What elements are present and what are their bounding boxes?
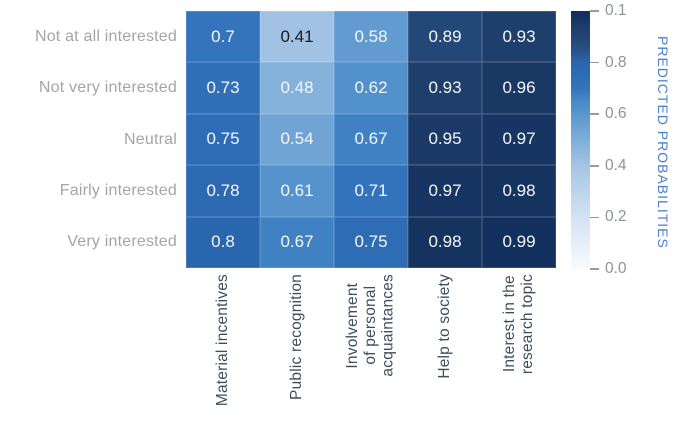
colorbar-tick-mark	[590, 10, 599, 12]
colorbar-tick-mark	[590, 113, 599, 115]
colorbar-tick-mark	[590, 61, 599, 64]
column-label: Material incentives	[214, 274, 232, 407]
column-labels: Material incentives Public recognition Inv…	[186, 274, 556, 440]
heatmap-cell: 0.61	[260, 165, 334, 217]
colorbar-tick-label: 0.2	[605, 208, 627, 226]
heatmap-cell: 0.67	[334, 113, 408, 166]
column-label-cell: Public recognition	[260, 274, 334, 440]
heatmap-grid: 0.7 0.41 0.58 0.89 0.93 0.73 0.48 0.62 0.93 0.96 0…	[186, 11, 556, 268]
colorbar-wrap: 0.1 0.8 0.6 0.4 0.2 0.0	[571, 2, 627, 277]
row-label: Very interested	[67, 233, 177, 251]
heatmap-cell: 0.73	[186, 62, 260, 114]
row-label: Fairly interested	[59, 181, 177, 199]
colorbar-tick-mark	[590, 268, 599, 270]
colorbar-tick-label: 0.8	[605, 53, 627, 71]
row-label: Not at all interested	[34, 27, 177, 45]
colorbar-tick-mark	[590, 216, 599, 219]
colorbar-tick-label: 0.0	[605, 260, 627, 277]
heatmap-cell: 0.98	[408, 216, 482, 268]
heatmap-cell: 0.58	[334, 11, 408, 63]
heatmap-cell: 0.67	[260, 216, 334, 268]
heatmap-cell: 0.71	[334, 165, 408, 217]
heatmap-cell: 0.75	[186, 113, 260, 166]
colorbar-tick-label: 0.6	[605, 105, 627, 123]
heatmap-cell: 0.75	[334, 216, 408, 268]
column-label: Involvement of personal acquaintances	[344, 274, 397, 377]
heatmap-cell: 0.98	[482, 165, 556, 217]
colorbar	[571, 11, 590, 269]
column-label: Interest in the research topic	[501, 274, 536, 375]
colorbar-label: PREDICTED PROBABILITIES	[655, 35, 671, 249]
heatmap-cell: 0.41	[260, 11, 334, 63]
heatmap-cell: 0.97	[408, 165, 482, 217]
colorbar-tick-label: 0.1	[605, 2, 627, 19]
heatmap-cell: 0.93	[482, 11, 556, 63]
column-label-cell: Interest in the research topic	[482, 274, 556, 440]
heatmap-cell: 0.99	[482, 216, 556, 268]
heatmap-cell: 0.8	[186, 216, 260, 268]
heatmap-cell: 0.89	[408, 11, 482, 63]
column-label: Help to society	[436, 274, 454, 379]
heatmap-cell: 0.97	[482, 113, 556, 166]
row-label: Not very interested	[38, 79, 177, 97]
colorbar-axis-label: PREDICTED PROBABILITIES	[648, 11, 678, 273]
heatmap-cell: 0.62	[334, 62, 408, 114]
column-label-cell: Help to society	[408, 274, 482, 440]
colorbar-tick-label: 0.4	[605, 156, 627, 174]
heatmap-cell: 0.7	[186, 11, 260, 63]
heatmap-cell: 0.95	[408, 113, 482, 166]
column-label: Public recognition	[288, 274, 306, 400]
heatmap-cell: 0.48	[260, 62, 334, 114]
heatmap-cell: 0.78	[186, 165, 260, 217]
row-labels: Not at all interested Not very interested…	[0, 11, 177, 268]
column-label-cell: Material incentives	[186, 274, 260, 440]
heatmap-cell: 0.93	[408, 62, 482, 114]
heatmap-cell: 0.96	[482, 62, 556, 114]
column-label-cell: Involvement of personal acquaintances	[334, 274, 408, 440]
row-label: Neutral	[124, 130, 177, 148]
heatmap-cell: 0.54	[260, 113, 334, 166]
colorbar-tick-mark	[590, 165, 599, 167]
